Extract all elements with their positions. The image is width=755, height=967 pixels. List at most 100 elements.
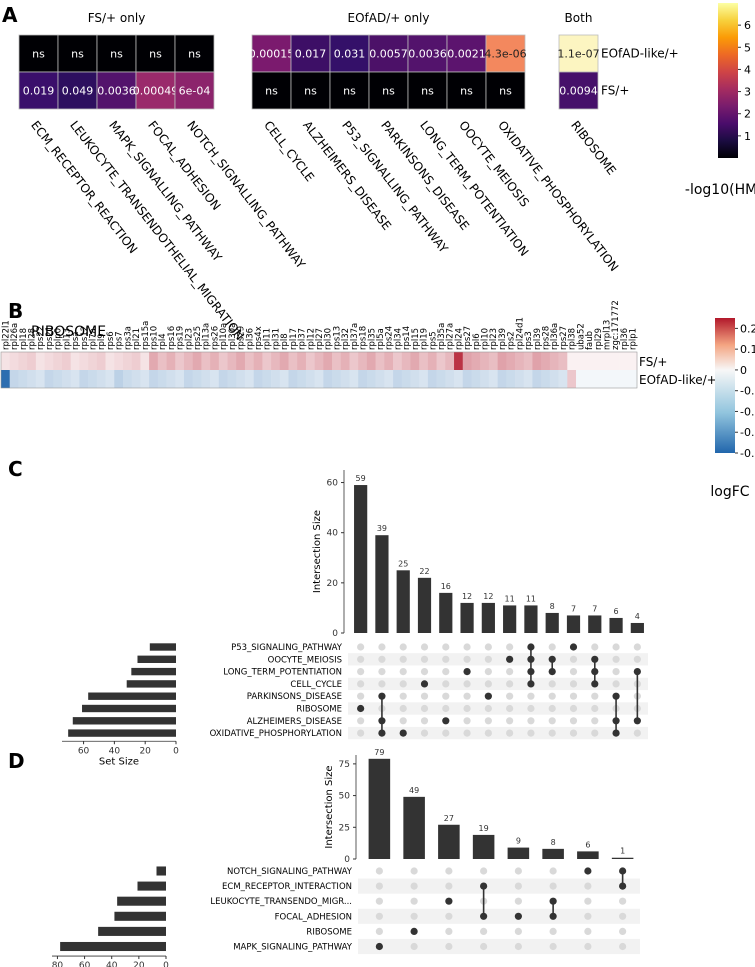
- logfc-cell: [279, 370, 289, 388]
- heatmap-cell: [96, 34, 137, 73]
- set-size-tick: 0: [173, 746, 179, 756]
- matrix-dot: [527, 729, 535, 737]
- logfc-cell: [349, 370, 359, 388]
- matrix-dot: [410, 882, 418, 890]
- logfc-cell: [175, 352, 185, 370]
- logfc-cell: [166, 370, 176, 388]
- intersection-bar: [354, 485, 368, 633]
- heatmap-cell-value: 0.0021: [447, 48, 486, 61]
- row-label: EOfAD-like/+: [601, 47, 679, 61]
- matrix-dot: [480, 927, 488, 936]
- logfc-cell: [323, 352, 333, 370]
- colorbar-tick: 3: [744, 86, 751, 99]
- matrix-dot: [548, 680, 556, 688]
- matrix-dot: [378, 655, 386, 663]
- heatmap-cell: [446, 71, 487, 110]
- logfc-cell: [593, 352, 603, 370]
- logfc-cell: [35, 352, 45, 370]
- matrix-dot: [399, 717, 407, 725]
- matrix-dot: [484, 680, 492, 688]
- logfc-cell: [122, 352, 132, 370]
- matrix-dot: [506, 692, 514, 700]
- gene-label: rpl31: [271, 328, 281, 350]
- heatmap-cell-value: ns: [149, 48, 162, 61]
- logfc-cell: [436, 352, 446, 370]
- logfc-cell: [288, 370, 298, 388]
- heatmap-cell-value: 0.031: [334, 48, 366, 61]
- matrix-dot: [357, 655, 365, 663]
- gene-label: rpl23: [489, 328, 499, 350]
- logfc-cell: [157, 352, 167, 370]
- heatmap-cell-value: 0.017: [295, 48, 327, 61]
- matrix-dot: [506, 680, 514, 688]
- gene-label: rpl19: [420, 328, 430, 350]
- colorbar-tick: 5: [744, 41, 751, 54]
- intersection-bar: [507, 847, 530, 859]
- matrix-dot: [357, 643, 365, 651]
- y-tick-label: 50: [339, 792, 351, 802]
- matrix-dot: [514, 942, 522, 951]
- y-axis-title: Intersection Size: [312, 510, 323, 593]
- matrix-dot: [619, 927, 627, 936]
- gene-label: rps19: [176, 326, 186, 350]
- colorbar-tick: -0.1: [740, 385, 755, 398]
- heatmap-cell: [290, 71, 331, 110]
- logfc-cell: [35, 370, 45, 388]
- logfc-cell: [305, 370, 315, 388]
- intersection-value: 4: [635, 612, 640, 621]
- matrix-dot-active: [463, 668, 471, 676]
- set-size-bar: [149, 643, 176, 651]
- matrix-dot: [357, 680, 365, 688]
- logfc-cell: [18, 370, 28, 388]
- set-size-bar: [114, 911, 166, 921]
- set-name-label: RIBOSOME: [296, 705, 342, 715]
- matrix-dot: [484, 668, 492, 676]
- colorbar-tick: 6: [744, 19, 751, 32]
- logfc-cell: [454, 370, 464, 388]
- gene-label: rps4x: [254, 326, 264, 350]
- heatmap-cell: [290, 34, 331, 73]
- matrix-dot: [514, 867, 522, 875]
- matrix-dot: [548, 643, 556, 651]
- set-name-label: OOCYTE_MEIOSIS: [268, 655, 342, 665]
- set-size-tick: 20: [139, 746, 151, 756]
- matrix-dot: [549, 882, 557, 890]
- group-title: EOfAD/+ only: [348, 11, 430, 25]
- y-tick-label: 20: [327, 579, 339, 589]
- logfc-cell: [558, 370, 568, 388]
- matrix-dot: [463, 692, 471, 700]
- logfc-cell: [471, 370, 481, 388]
- logfc-cell: [532, 352, 542, 370]
- y-axis-title: Intersection Size: [324, 765, 335, 848]
- matrix-dot: [591, 692, 599, 700]
- logfc-cell: [375, 352, 385, 370]
- set-size-tick: 60: [78, 746, 90, 756]
- logfc-cell: [332, 352, 342, 370]
- logfc-cell: [297, 370, 307, 388]
- matrix-dot-active: [442, 717, 450, 725]
- logfc-cell: [9, 352, 19, 370]
- matrix-dot: [484, 704, 492, 713]
- logfc-cell: [96, 352, 106, 370]
- logfc-cell: [314, 370, 324, 388]
- intersection-value: 6: [585, 840, 590, 849]
- matrix-dot: [484, 643, 492, 651]
- logfc-cell: [567, 352, 577, 370]
- matrix-dot: [514, 882, 522, 890]
- logfc-cell: [271, 352, 281, 370]
- colorbar-tick: 1: [744, 130, 751, 143]
- set-size-bar: [137, 655, 176, 663]
- logfc-cell: [236, 370, 246, 388]
- matrix-dot: [569, 655, 578, 663]
- intersection-bar: [609, 617, 623, 633]
- logfc-cell: [305, 352, 315, 370]
- logfc-cell: [471, 352, 481, 370]
- logfc-cell: [122, 370, 132, 388]
- matrix-dot: [445, 942, 453, 951]
- logfc-cell: [584, 370, 594, 388]
- logfc-cell: [218, 352, 228, 370]
- logfc-cell: [393, 370, 403, 388]
- logfc-cell: [340, 352, 350, 370]
- set-name-label: MAPK_SIGNALING_PATHWAY: [233, 943, 353, 953]
